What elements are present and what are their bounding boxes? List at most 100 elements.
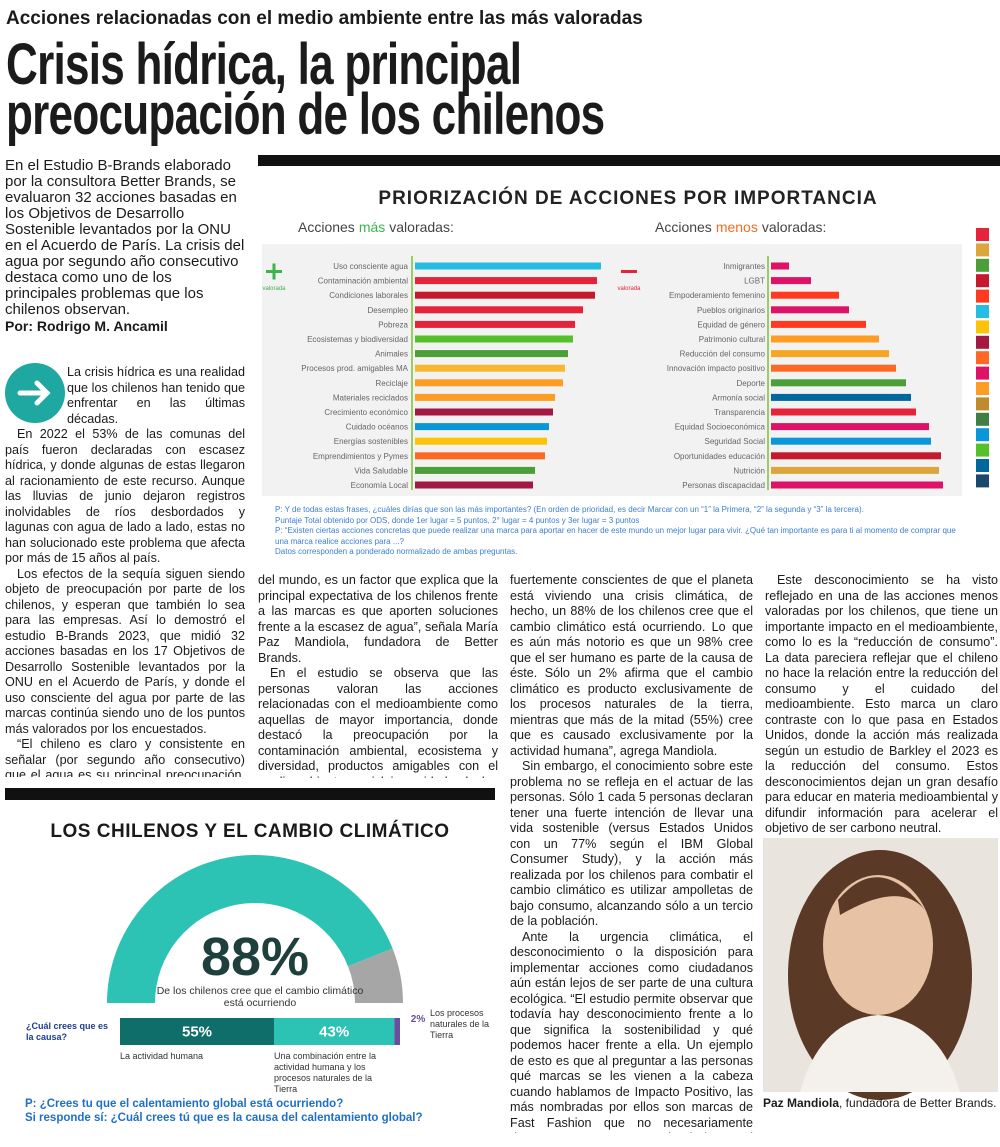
category-label: Economía Local — [351, 481, 409, 490]
category-label: Vida Saludable — [354, 466, 408, 475]
category-label: Procesos prod. amigables MA — [301, 364, 408, 373]
paragraph: Ante la urgencia climática, el desconoci… — [510, 929, 753, 1134]
bar — [415, 423, 549, 431]
section-rule — [5, 788, 495, 800]
category-label: Empoderamiento femenino — [669, 291, 766, 300]
sdg-icon — [976, 366, 989, 380]
bar — [415, 437, 547, 445]
bar — [771, 437, 931, 445]
chart-note: Datos corresponden a ponderado normaliza… — [275, 547, 518, 556]
gauge-value: 88% — [201, 927, 309, 987]
bar — [771, 364, 896, 372]
category-label: Personas discapacidad — [682, 481, 765, 490]
bar — [771, 452, 941, 460]
segment-value: 2% — [411, 1014, 426, 1025]
chart-note: P: “Existen ciertas acciones concretas q… — [275, 526, 956, 546]
kicker: Acciones relacionadas con el medio ambie… — [6, 8, 643, 29]
plus-icon — [272, 263, 276, 280]
headline: Crisis hídrica, la principal preocupació… — [6, 36, 605, 147]
bar — [415, 379, 563, 387]
article-column: La crisis hídrica es una realidad que lo… — [5, 365, 245, 777]
panel-heading: Acciones más valoradas: — [298, 219, 454, 235]
category-label: Armonía social — [712, 393, 765, 402]
heading-text: valoradas: — [389, 219, 454, 235]
paragraph: Este desconocimiento se ha visto refleja… — [765, 573, 998, 835]
chart-title: PRIORIZACIÓN DE ACCIONES POR IMPORTANCIA — [378, 187, 877, 209]
sdg-icon — [976, 412, 989, 426]
segment-name: Los procesos naturales de la Tierra — [430, 1008, 490, 1040]
bar — [415, 408, 553, 416]
caption-text: , fundadora de Better Brands. — [839, 1096, 997, 1110]
sdg-icon — [976, 474, 989, 488]
category-label: Seguridad Social — [705, 437, 766, 446]
bar — [771, 379, 906, 387]
category-label: Inmigrantes — [723, 262, 765, 271]
category-label: Ecosistemas y biodiversidad — [307, 335, 408, 344]
side-label: valorada — [262, 286, 286, 292]
survey-question: Si responde sí: ¿Cuál crees tú que es la… — [25, 1112, 423, 1124]
heading-text: valoradas: — [762, 219, 827, 235]
minus-icon — [621, 270, 637, 273]
bar — [415, 481, 533, 489]
category-label: Pueblos originarios — [697, 306, 765, 315]
category-label: Energías sostenibles — [334, 437, 408, 446]
arrow-space — [5, 365, 67, 425]
bar — [415, 452, 545, 460]
bar — [771, 335, 879, 343]
category-label: Emprendimientos y Pymes — [313, 452, 408, 461]
article-column: Este desconocimiento se ha visto refleja… — [765, 573, 998, 835]
arrow-icon — [5, 363, 65, 423]
portrait-photo — [763, 838, 998, 1100]
segment-name: Una combinación entre la actividad human… — [274, 1051, 377, 1094]
chart-notes: P: Y de todas estas frases, ¿cuáles dirí… — [275, 505, 965, 558]
category-label: Equidad de género — [697, 320, 765, 329]
side-label: valorada — [617, 286, 641, 292]
bar — [771, 277, 811, 285]
category-label: Patrimonio cultural — [699, 335, 765, 344]
gauge-remainder — [347, 948, 404, 1003]
category-label: Animales — [375, 350, 408, 359]
article-column: del mundo, es un factor que explica que … — [258, 573, 498, 778]
bar — [415, 393, 555, 401]
sdg-icon — [976, 320, 989, 334]
bar — [415, 335, 573, 343]
sdg-icon — [976, 397, 989, 411]
sdg-icon — [976, 305, 989, 318]
bar — [415, 350, 568, 358]
category-label: Cuidado océanos — [346, 423, 408, 432]
category-label: Contaminación ambiental — [318, 277, 408, 286]
byline: Por: Rodrigo M. Ancamil — [5, 318, 168, 334]
category-label: Nutrición — [733, 466, 765, 475]
sdg-icon — [976, 351, 989, 365]
bar-segment — [120, 1018, 274, 1045]
gauge-caption: De los chilenos cree que el cambio climá… — [156, 985, 364, 1009]
heading-text: Acciones — [298, 219, 355, 235]
chart-title: LOS CHILENOS Y EL CAMBIO CLIMÁTICO — [50, 820, 449, 842]
sdg-icon — [976, 289, 989, 303]
headline-line: preocupación de los chilenos — [6, 82, 605, 147]
chart-note: P: Y de todas estas frases, ¿cuáles dirí… — [275, 505, 864, 514]
bar — [415, 262, 601, 270]
sdg-icon — [976, 274, 989, 288]
bar — [415, 364, 565, 372]
sdg-icon — [976, 228, 989, 241]
bar — [771, 262, 789, 270]
bar — [771, 291, 839, 299]
bar — [771, 423, 929, 431]
category-label: Reciclaje — [376, 379, 409, 388]
caption-name: Paz Mandiola — [763, 1096, 840, 1110]
category-label: Desempleo — [368, 306, 409, 315]
sdg-icon — [976, 335, 989, 349]
photo-caption: Paz Mandiola, fundadora de Better Brands… — [763, 1096, 998, 1111]
paragraph: “El chileno es claro y consistente en se… — [5, 737, 245, 777]
bar — [771, 408, 916, 416]
gauge-arc — [107, 854, 393, 1003]
sdg-icon — [976, 428, 989, 442]
bar — [415, 277, 597, 285]
category-label: Transparencia — [714, 408, 765, 417]
survey-question: P: ¿Crees tu que el calentamiento global… — [25, 1098, 344, 1110]
paragraph: Los efectos de la sequía siguen siendo o… — [5, 566, 245, 736]
